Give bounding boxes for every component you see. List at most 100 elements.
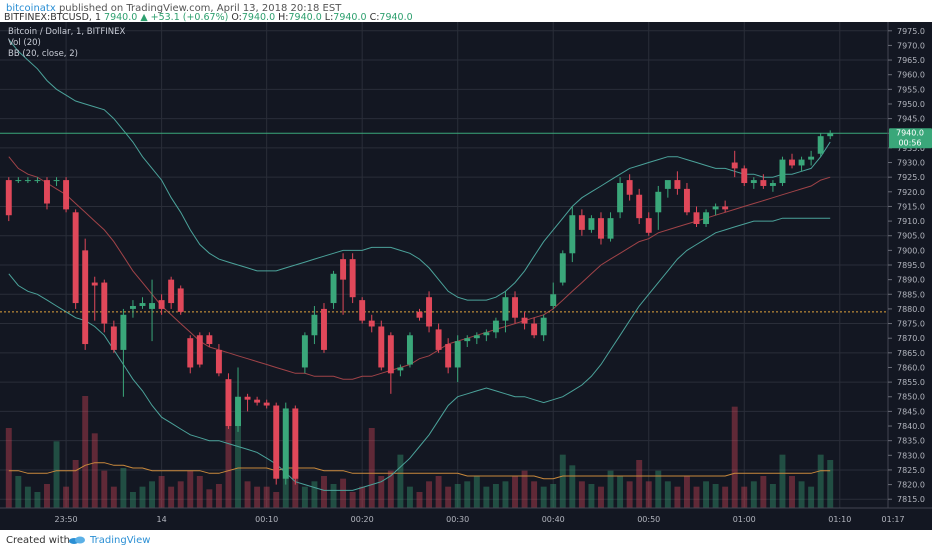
price-axis[interactable] bbox=[888, 22, 932, 530]
candle bbox=[158, 294, 165, 315]
candle bbox=[454, 335, 461, 383]
volume-bar bbox=[502, 481, 509, 508]
candle-body bbox=[5, 180, 12, 216]
candle-body bbox=[72, 212, 79, 304]
candle-body bbox=[82, 250, 89, 345]
volume-bar bbox=[722, 486, 729, 508]
candle bbox=[750, 177, 757, 189]
time-tick-label: 23:50 bbox=[55, 515, 78, 524]
candle bbox=[53, 177, 60, 186]
low-label: L: bbox=[324, 12, 334, 23]
volume-bar bbox=[531, 481, 538, 508]
legend-title[interactable]: Bitcoin / Dollar, 1, BITFINEX bbox=[8, 27, 125, 37]
volume-bar bbox=[769, 484, 776, 508]
time-tick-label: 00:20 bbox=[351, 515, 374, 524]
candle-body bbox=[588, 218, 595, 230]
price-tick-label: 7945.0 bbox=[897, 115, 925, 124]
volume-ma-line bbox=[8, 462, 831, 480]
volume-bar bbox=[225, 401, 232, 508]
candle-body bbox=[244, 396, 251, 400]
candle-body bbox=[91, 282, 98, 286]
candle bbox=[722, 200, 729, 213]
volume-bar bbox=[34, 492, 41, 508]
volume-bar bbox=[540, 486, 547, 508]
price-badge: 7940.0 00:56 bbox=[889, 128, 932, 149]
candle-body bbox=[378, 326, 385, 368]
candle bbox=[426, 291, 433, 333]
low-value: 7940.0 bbox=[333, 12, 367, 23]
volume-bar bbox=[693, 486, 700, 508]
candle-body bbox=[655, 191, 662, 213]
candle-body bbox=[44, 180, 50, 204]
publisher-name[interactable]: bitcoinatx bbox=[6, 3, 56, 14]
legend-volume[interactable]: Vol (20) bbox=[8, 38, 41, 48]
candle-body bbox=[34, 180, 41, 182]
candle bbox=[24, 177, 31, 184]
candle-body bbox=[636, 194, 643, 219]
volume-bar bbox=[626, 481, 633, 508]
candle-body bbox=[703, 212, 710, 225]
candle bbox=[550, 282, 557, 309]
time-tick-label: 01:17 bbox=[882, 515, 905, 524]
volume-bar bbox=[387, 470, 394, 508]
price-tick-label: 7890.0 bbox=[897, 276, 925, 285]
price-tick-label: 7845.0 bbox=[897, 407, 925, 416]
candle bbox=[598, 212, 604, 245]
candle bbox=[445, 338, 452, 374]
volume-bar bbox=[435, 476, 442, 508]
time-axis[interactable] bbox=[0, 508, 888, 530]
price-tick-label: 7825.0 bbox=[897, 466, 925, 475]
price-tick-label: 7895.0 bbox=[897, 261, 925, 270]
price-tick-label: 7850.0 bbox=[897, 393, 925, 402]
volume-bar bbox=[703, 481, 710, 508]
candle-body bbox=[531, 323, 538, 336]
candle-body bbox=[397, 367, 404, 371]
candles bbox=[5, 130, 834, 485]
bb-basis-line bbox=[8, 156, 831, 380]
volume-bar bbox=[827, 460, 834, 508]
candle-body bbox=[139, 303, 146, 306]
candle bbox=[378, 320, 385, 371]
price-tick-label: 7860.0 bbox=[897, 363, 925, 372]
candle-body bbox=[387, 335, 394, 374]
open-value: 7940.0 bbox=[241, 12, 276, 23]
candle-body bbox=[693, 212, 700, 225]
bb-lower-line bbox=[8, 217, 831, 491]
high-value: 7940.0 bbox=[288, 12, 322, 23]
volume-bar bbox=[149, 481, 156, 508]
candle bbox=[177, 285, 184, 315]
volume-bar bbox=[789, 476, 795, 508]
candle-body bbox=[492, 320, 499, 333]
candle bbox=[674, 171, 681, 195]
candle-body bbox=[435, 329, 442, 350]
price-axis-ticks: 7815.0 7820.0 7825.0 7830.0 7835.0 7840.0 7845… bbox=[888, 27, 925, 504]
candle-body bbox=[168, 279, 175, 304]
footer-brand[interactable]: TradingView bbox=[90, 535, 151, 546]
candle bbox=[406, 332, 413, 368]
candle bbox=[282, 402, 289, 485]
volume-bar bbox=[798, 481, 805, 508]
candle-body bbox=[63, 180, 70, 210]
candle-body bbox=[664, 180, 671, 189]
price-chart[interactable]: 7815.0 7820.0 7825.0 7830.0 7835.0 7840.0 7845… bbox=[0, 22, 932, 530]
candle-body bbox=[406, 335, 413, 365]
symbol-name: BITFINEX:BTCUSD, 1 bbox=[4, 12, 101, 23]
time-tick-label: 00:10 bbox=[255, 515, 278, 524]
candle-body bbox=[617, 183, 624, 213]
candle-body bbox=[321, 308, 327, 350]
candle bbox=[512, 291, 518, 324]
candle-body bbox=[158, 300, 165, 309]
price-tick-label: 7840.0 bbox=[897, 422, 925, 431]
candle-body bbox=[301, 335, 308, 368]
high-label: H: bbox=[278, 12, 289, 23]
volume-bar bbox=[359, 486, 366, 508]
candle bbox=[645, 212, 652, 236]
price-tick-label: 7875.0 bbox=[897, 320, 925, 329]
candle bbox=[741, 165, 748, 186]
candle bbox=[817, 133, 824, 157]
volume-bar bbox=[741, 486, 748, 508]
candle bbox=[15, 177, 22, 184]
candle bbox=[683, 183, 690, 216]
candle-body bbox=[426, 297, 433, 327]
legend-bb[interactable]: BB (20, close, 2) bbox=[8, 49, 78, 59]
